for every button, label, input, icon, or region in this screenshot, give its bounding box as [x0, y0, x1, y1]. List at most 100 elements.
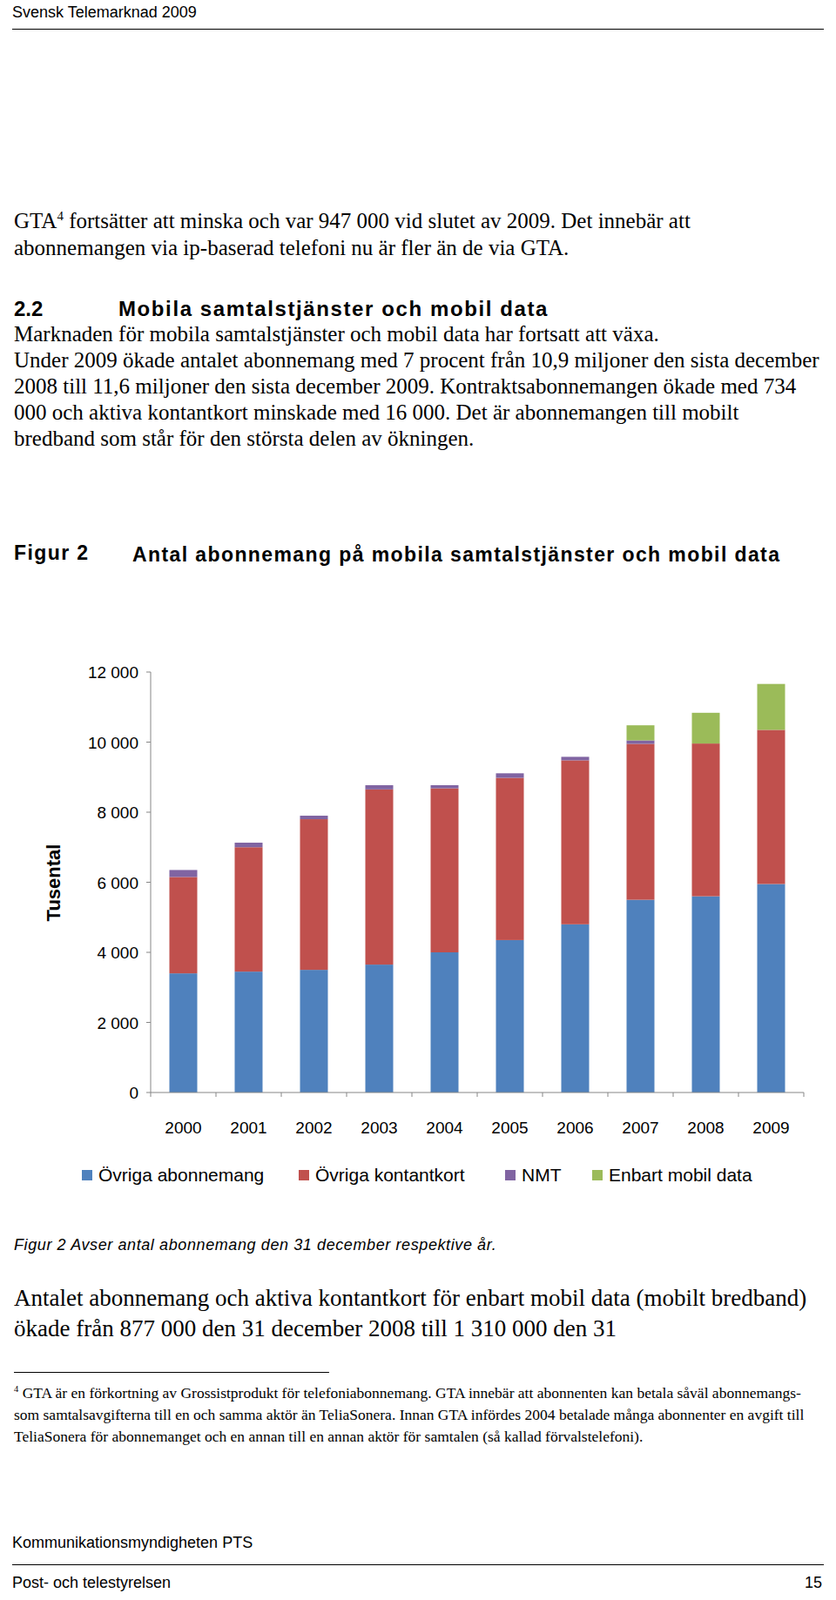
intro-text: GTA — [13, 209, 57, 233]
x-tick-label: 2005 — [491, 1119, 528, 1138]
footer-rule — [12, 1564, 824, 1566]
x-tick — [346, 1092, 348, 1098]
footnote-ref: 4 — [56, 209, 64, 223]
section-title: Mobila samtalstjänster och mobil data — [118, 296, 549, 322]
x-tick-label: 2009 — [752, 1119, 789, 1138]
y-tick-label: 8 000 — [96, 803, 139, 823]
bar-segment — [757, 884, 786, 1093]
footer-publisher: Post- och telestyrelsen — [12, 1574, 171, 1593]
legend-swatch — [505, 1170, 516, 1181]
bar-segment — [627, 725, 655, 741]
x-tick-label: 2002 — [295, 1119, 332, 1138]
bar-segment — [431, 952, 459, 1093]
x-tick-label: 2004 — [425, 1119, 464, 1138]
figure-label: Figur 2 — [13, 541, 89, 566]
footnote-rule — [13, 1372, 330, 1374]
bar-segment — [561, 756, 590, 761]
body-text: Marknaden för mobila samtalstjänster och… — [13, 321, 820, 452]
x-tick-label: 2008 — [687, 1119, 724, 1138]
x-tick — [673, 1092, 675, 1098]
y-tick-label: 0 — [128, 1084, 139, 1103]
footer-organization: Kommunikationsmyndigheten PTS — [12, 1534, 253, 1553]
legend-swatch — [81, 1170, 93, 1181]
bar-segment — [561, 760, 590, 924]
bar-segment — [235, 971, 263, 1093]
footnote: 4 GTA är en förkortning av Grossistprodu… — [13, 1382, 820, 1449]
y-tick — [146, 952, 151, 954]
x-tick — [607, 1092, 609, 1098]
footnote-text: GTA är en förkortning av Grossistprodukt… — [13, 1384, 804, 1446]
x-tick-label: 2001 — [229, 1119, 267, 1138]
legend-swatch — [298, 1170, 310, 1181]
x-tick — [215, 1092, 217, 1098]
bar-segment — [169, 869, 198, 871]
bar-segment — [365, 785, 394, 790]
bar-segment — [431, 785, 459, 789]
y-tick-label: 6 000 — [96, 874, 139, 893]
intro-paragraph: GTA4 fortsätter att minska och var 947 0… — [13, 207, 820, 262]
x-tick — [477, 1092, 479, 1098]
y-tick-label: 10 000 — [87, 734, 139, 753]
y-tick — [146, 1092, 151, 1094]
bar-segment — [496, 778, 525, 941]
paragraph: Antalet abonnemang och aktiva kontantkor… — [13, 1283, 824, 1345]
bar-segment — [169, 973, 198, 1093]
bar-segment — [300, 970, 329, 1093]
bar-segment — [627, 900, 655, 1093]
header-rule — [12, 28, 824, 30]
bar-segment — [235, 842, 263, 848]
legend-swatch — [592, 1170, 603, 1181]
bar-segment — [561, 924, 590, 1093]
bar-segment — [365, 789, 394, 965]
legend-label: Övriga abonnemang — [98, 1165, 264, 1186]
bar-segment — [757, 729, 786, 884]
section-number: 2.2 — [13, 296, 43, 322]
bar-segment — [627, 740, 655, 744]
page-header: Svensk Telemarknad 2009 — [12, 3, 197, 22]
x-tick — [803, 1092, 805, 1098]
chart: 0 2 000 4 000 6 000 8 000 10 000 12 000 2000 200… — [0, 0, 836, 1600]
x-tick — [150, 1092, 152, 1098]
x-tick-label: 2000 — [164, 1119, 202, 1138]
figure-title: Antal abonnemang på mobila samtalstjänst… — [132, 541, 821, 569]
bar-segment — [561, 756, 590, 758]
bar-segment — [235, 847, 263, 972]
x-tick — [281, 1092, 283, 1098]
bar-segment — [757, 684, 786, 731]
bar-segment — [300, 815, 329, 820]
y-tick — [146, 672, 151, 674]
bar-segment — [627, 744, 655, 901]
bar-segment — [692, 713, 721, 744]
legend-label: NMT — [521, 1165, 562, 1186]
bars — [169, 684, 786, 1093]
bar-segment — [692, 896, 721, 1093]
x-tick — [738, 1092, 740, 1098]
bar-segment — [496, 773, 525, 778]
x-tick — [542, 1092, 544, 1098]
bar-segment — [431, 785, 459, 787]
figure-note: Figur 2 Avser antal abonnemang den 31 de… — [13, 1236, 497, 1255]
y-tick — [146, 882, 151, 884]
page-number: 15 — [804, 1574, 823, 1593]
y-tick-label: 4 000 — [96, 943, 139, 963]
x-tick-label: 2003 — [360, 1119, 398, 1138]
y-tick-label: 12 000 — [87, 663, 139, 682]
legend-label: Övriga kontantkort — [315, 1165, 466, 1186]
bar-segment — [496, 940, 525, 1093]
bar-segment — [431, 788, 459, 953]
footnote-number: 4 — [13, 1384, 19, 1395]
y-tick — [146, 741, 151, 743]
bar-segment — [365, 785, 394, 787]
bar-segment — [235, 842, 263, 844]
legend-label: Enbart mobil data — [608, 1165, 753, 1186]
intro-text: fortsätter att minska och var 947 000 vi… — [13, 209, 691, 260]
paragraph: Marknaden för mobila samtalstjänster och… — [13, 321, 820, 348]
bar-segment — [496, 773, 525, 775]
paragraph: Under 2009 ökade antalet abonnemang med … — [13, 347, 820, 452]
x-tick-label: 2006 — [556, 1119, 594, 1138]
y-tick-label: 2 000 — [96, 1014, 139, 1033]
x-tick — [411, 1092, 413, 1098]
x-tick-label: 2007 — [621, 1119, 659, 1138]
y-tick — [146, 1022, 151, 1024]
bar-segment — [692, 743, 721, 897]
